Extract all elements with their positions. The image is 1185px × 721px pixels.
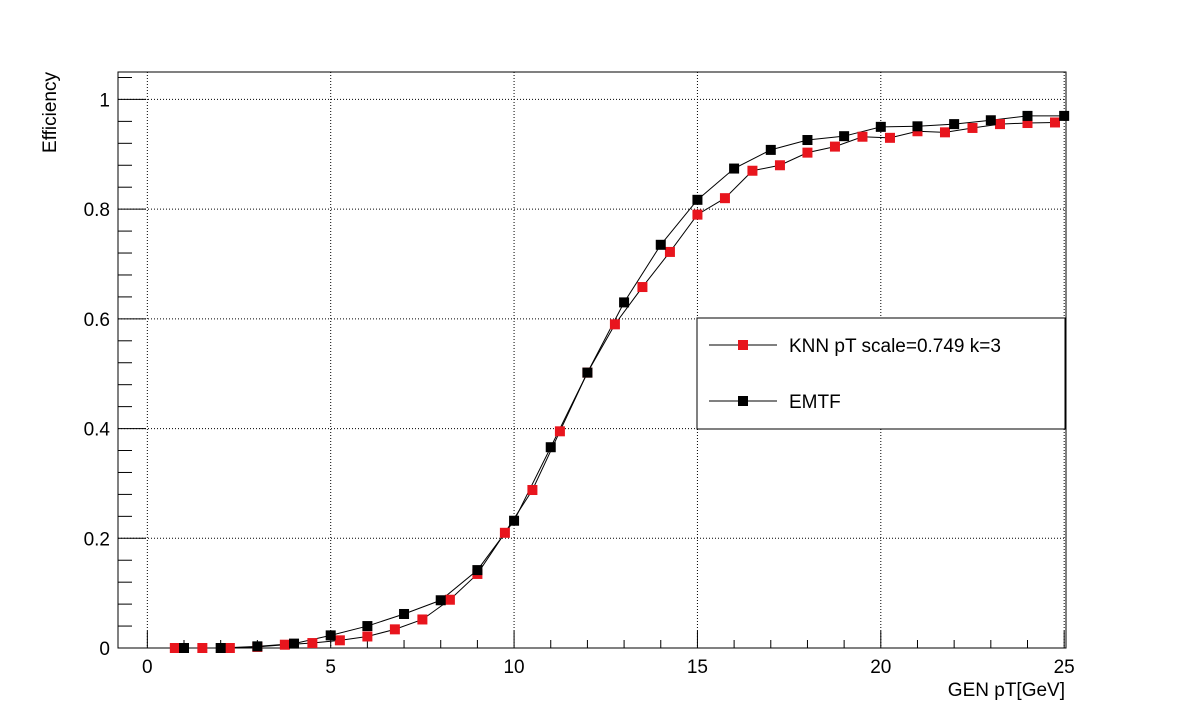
data-point-series-0 bbox=[444, 594, 455, 605]
data-point-series-1 bbox=[765, 144, 776, 155]
data-point-series-0 bbox=[719, 193, 730, 204]
data-point-series-1 bbox=[949, 119, 960, 130]
x-tick-label: 20 bbox=[870, 657, 891, 678]
data-point-series-1 bbox=[472, 565, 483, 576]
data-point-series-1 bbox=[435, 595, 446, 606]
data-point-series-1 bbox=[802, 135, 813, 146]
data-point-series-1 bbox=[839, 131, 850, 142]
x-axis-title: GEN pT[GeV] bbox=[948, 680, 1065, 701]
data-point-series-0 bbox=[334, 635, 345, 646]
data-point-series-0 bbox=[609, 319, 620, 330]
data-point-series-1 bbox=[362, 621, 373, 632]
data-point-series-1 bbox=[325, 630, 336, 641]
data-point-series-1 bbox=[179, 643, 190, 653]
data-point-series-0 bbox=[802, 147, 813, 158]
data-point-series-0 bbox=[197, 643, 208, 653]
data-point-series-1 bbox=[692, 194, 703, 205]
data-point-series-0 bbox=[692, 209, 703, 220]
data-point-series-0 bbox=[939, 127, 950, 138]
data-point-series-0 bbox=[417, 614, 428, 625]
data-point-series-0 bbox=[967, 122, 978, 133]
data-point-series-1 bbox=[985, 115, 996, 126]
x-tick-label: 25 bbox=[1054, 657, 1075, 678]
data-point-series-1 bbox=[509, 515, 520, 526]
data-point-series-0 bbox=[747, 165, 758, 176]
data-point-series-0 bbox=[389, 624, 400, 635]
legend-label-emtf: EMTF bbox=[789, 392, 841, 413]
data-point-series-0 bbox=[637, 282, 648, 293]
y-tick-label: 0.4 bbox=[84, 420, 111, 441]
axis-tick-labels: 0 5 10 15 20 25 0 0.2 0.4 0.6 0.8 1 bbox=[84, 90, 1075, 678]
data-point-series-0 bbox=[1022, 118, 1033, 129]
data-point-series-0 bbox=[664, 246, 675, 257]
x-tick-label: 15 bbox=[687, 657, 708, 678]
y-tick-label: 0.8 bbox=[84, 200, 110, 221]
data-point-series-1 bbox=[729, 163, 740, 174]
x-tick-label: 10 bbox=[503, 657, 524, 678]
grid-lines bbox=[118, 72, 1066, 649]
x-tick-label: 0 bbox=[142, 657, 153, 678]
data-point-series-1 bbox=[1059, 110, 1070, 121]
data-point-series-0 bbox=[307, 638, 318, 649]
data-point-series-1 bbox=[582, 367, 593, 378]
y-tick-label: 1 bbox=[99, 90, 110, 111]
data-point-series-1 bbox=[619, 297, 630, 308]
data-point-series-1 bbox=[399, 608, 410, 619]
data-point-series-0 bbox=[169, 643, 180, 653]
data-point-series-0 bbox=[994, 119, 1005, 130]
y-axis-title: Efficiency bbox=[40, 72, 61, 153]
data-point-series-0 bbox=[829, 141, 840, 152]
y-tick-label: 0.6 bbox=[84, 310, 110, 331]
data-point-series-1 bbox=[545, 442, 556, 453]
data-point-series-0 bbox=[857, 131, 868, 142]
data-point-series-0 bbox=[1050, 117, 1060, 128]
data-point-series-0 bbox=[362, 631, 373, 642]
data-point-series-0 bbox=[224, 643, 235, 653]
data-point-series-0 bbox=[554, 426, 565, 437]
x-tick-label: 5 bbox=[325, 657, 336, 678]
data-point-series-0 bbox=[527, 485, 538, 496]
legend-box bbox=[696, 317, 1066, 430]
data-point-series-1 bbox=[875, 121, 886, 132]
data-point-series-1 bbox=[252, 641, 263, 652]
data-point-series-1 bbox=[1022, 110, 1033, 121]
data-point-series-1 bbox=[912, 121, 923, 132]
data-point-series-0 bbox=[884, 132, 895, 143]
legend-marker-emtf bbox=[738, 396, 748, 406]
data-point-series-1 bbox=[215, 643, 226, 653]
data-point-series-1 bbox=[655, 239, 666, 250]
data-point-series-1 bbox=[289, 638, 300, 649]
data-point-series-0 bbox=[279, 639, 290, 650]
legend: KNN pT scale=0.749 k=3 EMTF bbox=[696, 317, 1066, 430]
data-point-series-0 bbox=[499, 527, 510, 538]
legend-label-knn: KNN pT scale=0.749 k=3 bbox=[789, 336, 1001, 357]
series-points bbox=[169, 110, 1070, 653]
legend-marker-knn bbox=[738, 340, 748, 350]
y-tick-label: 0.2 bbox=[84, 529, 110, 550]
y-tick-label: 0 bbox=[99, 639, 110, 660]
data-point-series-0 bbox=[774, 160, 785, 171]
